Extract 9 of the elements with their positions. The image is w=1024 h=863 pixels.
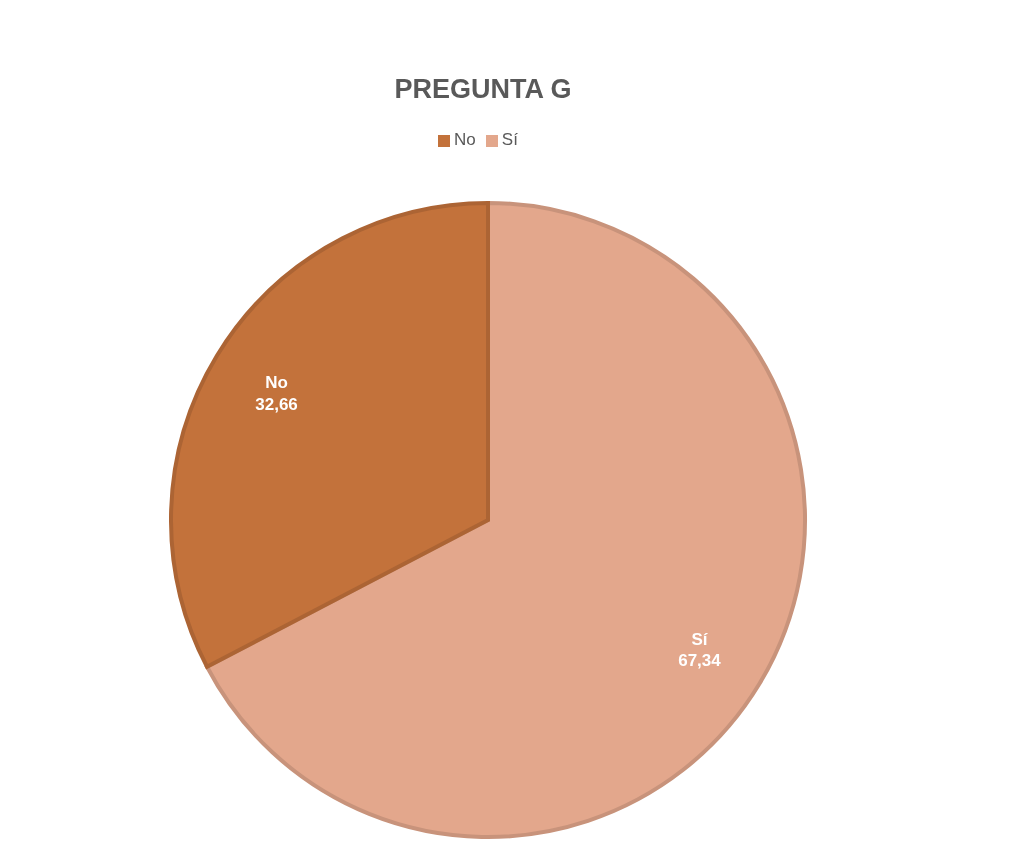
slice-label: No — [265, 373, 288, 393]
pie-slice — [205, 201, 807, 839]
data-label: 67,34 — [678, 650, 722, 670]
slice-label: Sí — [691, 629, 709, 649]
data-label: 32,66 — [255, 394, 298, 414]
pie-slice — [169, 201, 490, 669]
legend-label: No — [454, 130, 476, 149]
legend-label: Sí — [501, 130, 518, 149]
chart-title: PREGUNTA G — [393, 74, 573, 105]
